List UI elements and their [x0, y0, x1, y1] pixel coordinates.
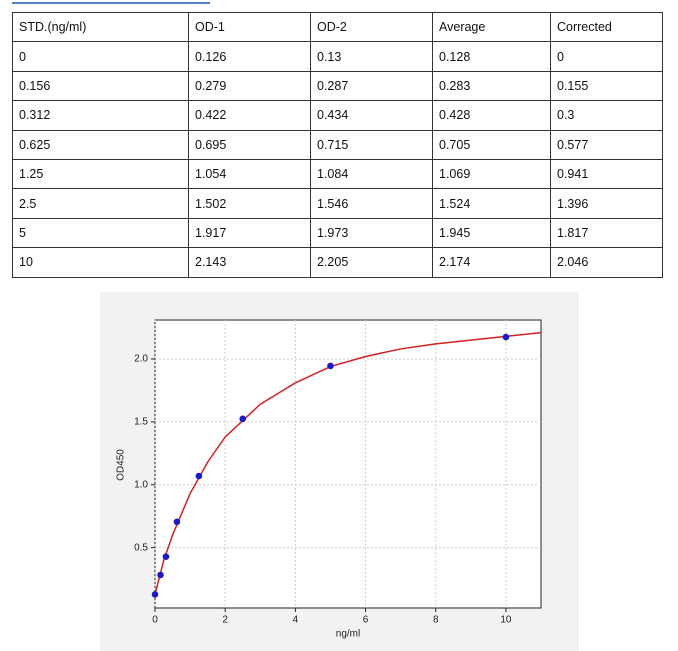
- table-cell: 0.428: [432, 100, 551, 131]
- table-row: 0 0.126 0.13 0.128 0: [12, 41, 663, 72]
- table-cell: 0.577: [550, 129, 663, 160]
- table-cell: 2.046: [550, 247, 663, 278]
- table-cell: 0.13: [310, 41, 433, 72]
- table-cell: 0.422: [188, 100, 311, 131]
- x-tick-label: 2: [222, 615, 228, 626]
- table-cell: 2.143: [188, 247, 311, 278]
- table-cell: 1.054: [188, 158, 311, 190]
- data-point: [239, 415, 247, 423]
- table-row: 10 2.143 2.205 2.174 2.046: [12, 247, 663, 278]
- table-cell: 1.084: [310, 158, 433, 190]
- x-tick-label: 4: [293, 615, 299, 626]
- table-cell: 1.25: [12, 158, 189, 190]
- x-tick-label: 10: [500, 615, 512, 626]
- table-cell: OD-1: [188, 11, 311, 43]
- table-cell: 1.502: [188, 188, 311, 219]
- table-cell: 1.973: [310, 217, 433, 249]
- table-cell: STD.(ng/ml): [12, 11, 189, 43]
- data-point: [173, 518, 181, 526]
- x-tick-label: 6: [363, 615, 369, 626]
- table-cell: 0.941: [550, 158, 663, 190]
- table-cell: 2.174: [432, 247, 551, 278]
- table-row: 0.312 0.422 0.434 0.428 0.3: [12, 100, 663, 131]
- data-point: [195, 472, 203, 480]
- table-row: 1.25 1.054 1.084 1.069 0.941: [12, 158, 663, 190]
- data-point: [151, 591, 159, 598]
- data-table: STD.(ng/ml) OD-1 OD-2 Average Corrected 0 0.12…: [12, 11, 663, 278]
- table-cell: 1.396: [550, 188, 663, 219]
- table-cell: 0.279: [188, 70, 311, 102]
- table-cell: 5: [12, 217, 189, 249]
- table-cell: 0: [12, 41, 189, 72]
- data-point: [162, 553, 170, 560]
- table-cell: 0.283: [432, 70, 551, 102]
- table-cell: 2.205: [310, 247, 433, 278]
- data-point: [502, 333, 510, 341]
- table-cell: 0.625: [12, 129, 189, 160]
- table-cell: 1.945: [432, 217, 551, 249]
- table-cell: 1.524: [432, 188, 551, 219]
- y-tick-label: 1.0: [134, 479, 148, 490]
- table-cell: Corrected: [550, 11, 663, 43]
- table-cell: 0.695: [188, 129, 311, 160]
- x-axis-label: ng/ml: [336, 629, 360, 640]
- table-cell: 0.715: [310, 129, 433, 160]
- table-cell: 0.434: [310, 100, 433, 131]
- y-axis-label: OD450: [116, 449, 127, 481]
- table-cell: 0.155: [550, 70, 663, 102]
- y-tick-label: 1.5: [134, 417, 148, 428]
- y-tick-label: 2.0: [134, 354, 148, 365]
- table-cell: 0.156: [12, 70, 189, 102]
- header-row: STD.(ng/ml) OD-1 OD-2 Average Corrected: [12, 11, 663, 43]
- table-cell: 0.3: [550, 100, 663, 131]
- table-cell: Average: [432, 11, 551, 43]
- table-cell: 2.5: [12, 188, 189, 219]
- table-cell: 1.917: [188, 217, 311, 249]
- table-row: 0.625 0.695 0.715 0.705 0.577: [12, 129, 663, 160]
- y-tick-label: 0.5: [134, 542, 148, 553]
- table-row: 5 1.917 1.973 1.945 1.817: [12, 217, 663, 249]
- table-cell: 10: [12, 247, 189, 278]
- data-point: [157, 571, 164, 579]
- table-cell: 1.546: [310, 188, 433, 219]
- table-cell: 0.287: [310, 70, 433, 102]
- x-tick-label: 0: [152, 615, 158, 626]
- table-cell: 1.069: [432, 158, 551, 190]
- table-cell: 1.817: [550, 217, 663, 249]
- data-point: [327, 362, 334, 370]
- table-row: 0.156 0.279 0.287 0.283 0.155: [12, 70, 663, 102]
- x-tick-label: 8: [433, 615, 439, 626]
- table-cell: 0.128: [432, 41, 551, 72]
- table-row: 2.5 1.502 1.546 1.524 1.396: [12, 188, 663, 219]
- table-cell: 0.312: [12, 100, 189, 131]
- top-rule: [12, 2, 210, 4]
- table-cell: OD-2: [310, 11, 433, 43]
- table-cell: 0.126: [188, 41, 311, 72]
- table-cell: 0: [550, 41, 663, 72]
- table-cell: 0.705: [432, 129, 551, 160]
- chart: ng/ml OD450 0 2 4 6 8 10 0.5 1.0 1.5 2.0: [100, 292, 579, 651]
- plot-area: [154, 319, 542, 609]
